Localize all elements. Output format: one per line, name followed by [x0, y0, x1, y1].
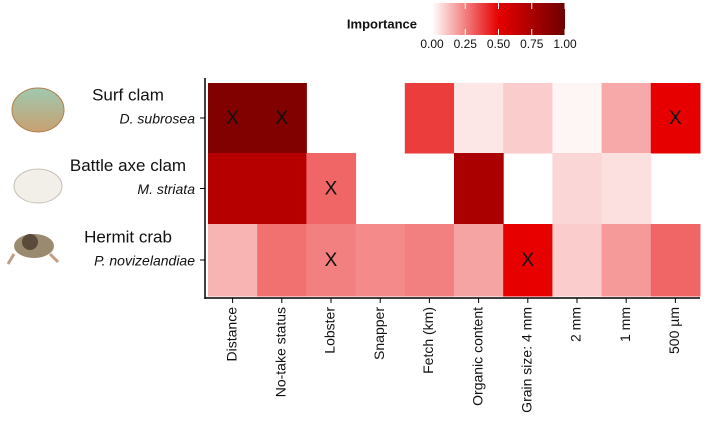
heat-cell: [454, 83, 504, 154]
x-tick-label: 1 mm: [617, 307, 633, 342]
row-species: M. striata: [137, 181, 195, 197]
row-name: Surf clam: [92, 85, 164, 104]
heat-cell: [257, 83, 307, 154]
row-name: Hermit crab: [84, 227, 172, 246]
heat-cell: [208, 83, 258, 154]
row-species: P. novizelandiae: [94, 253, 195, 269]
battle-axe-clam-icon: [13, 168, 63, 204]
heat-cell: [355, 224, 406, 297]
significance-mark: X: [275, 108, 288, 129]
heat-cell: [650, 224, 701, 297]
x-tick-label: 500 µm: [666, 307, 682, 354]
hermit-crab-icon: [6, 234, 60, 265]
x-tick-label: Grain size: 4 mm: [519, 307, 535, 413]
colorbar-tick-label: 0.00: [420, 37, 444, 51]
heat-cell: [306, 153, 357, 225]
heat-cell: [552, 224, 603, 297]
x-tick-label: Fetch (km): [420, 307, 436, 374]
x-tick-label: No-take status: [273, 307, 289, 397]
colorbar-tick-label: 0.75: [520, 37, 544, 51]
heat-cell: [404, 83, 455, 154]
heat-cell: [552, 83, 603, 154]
colorbar-tick-label: 0.25: [454, 37, 478, 51]
significance-mark: X: [669, 108, 682, 129]
heat-cell: [208, 153, 258, 225]
heat-cell: [257, 224, 307, 297]
species-icons: [6, 87, 65, 265]
heat-cell: [601, 83, 652, 154]
heat-cell: [208, 224, 258, 297]
significance-mark: X: [226, 108, 239, 129]
row-species: D. subrosea: [120, 111, 196, 127]
heat-cell: [650, 83, 701, 154]
legend-title: Importance: [347, 16, 417, 31]
x-tick-label: Snapper: [371, 307, 387, 360]
significance-mark: X: [325, 179, 338, 200]
heat-cell: [306, 224, 357, 297]
x-tick-label: Organic content: [469, 307, 485, 406]
row-name: Battle axe clam: [70, 156, 186, 175]
colorbar-tick-label: 1.00: [553, 37, 577, 51]
heat-cell: [503, 224, 553, 297]
significance-mark: X: [325, 250, 338, 271]
colorbar-tick-label: 0.50: [487, 37, 511, 51]
heat-cell: [601, 224, 652, 297]
x-tick-label: Lobster: [322, 307, 338, 354]
surf-clam-icon: [11, 87, 65, 133]
heat-cell: [503, 83, 553, 154]
heat-cell: [454, 224, 504, 297]
heat-cell: [454, 153, 504, 225]
heat-cell: [552, 153, 603, 225]
heat-cell: [257, 153, 307, 225]
significance-mark: X: [521, 250, 534, 271]
x-tick-label: Distance: [223, 307, 239, 362]
x-tick-label: 2 mm: [568, 307, 584, 342]
heat-cell: [601, 153, 652, 225]
heat-cell: [404, 224, 455, 297]
